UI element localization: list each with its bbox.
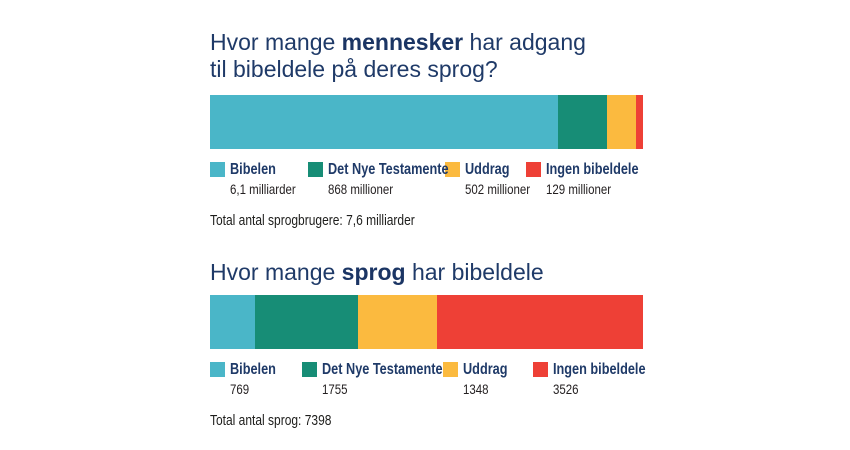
legend-label: Det Nye Testamente — [328, 160, 449, 178]
legend-value: 6,1 milliarder — [230, 181, 296, 197]
stacked-bar-languages — [210, 295, 643, 349]
legend-value: 502 millioner — [465, 181, 531, 197]
legend-item-bibelen: Bibelen 769 — [210, 361, 302, 397]
legend-value: 868 millioner — [328, 181, 394, 197]
legend-value: 129 millioner — [546, 181, 612, 197]
legend-value: 769 — [230, 381, 250, 397]
legend-label: Bibelen — [230, 360, 276, 378]
legend-item-uddrag: Uddrag 502 millioner — [445, 160, 531, 197]
legend-label: Bibelen — [230, 160, 276, 178]
chart-languages-title: Hvor mange sprog har bibeldele — [210, 259, 643, 286]
legend-swatch-bibelen — [210, 362, 225, 377]
legend-swatch-ingen-bibeldele — [533, 362, 548, 377]
title-text: Hvor mange — [210, 259, 342, 285]
bar-segment-uddrag — [357, 295, 437, 349]
bar-segment-bibelen — [210, 95, 558, 149]
title-bold-word: sprog — [341, 259, 406, 285]
legend-item-bibelen: Bibelen 6,1 milliarder — [210, 161, 308, 197]
bar-segment-bibelen — [210, 295, 256, 349]
legend-swatch-det-nye-testamente — [308, 162, 323, 177]
legend-value: 1348 — [463, 381, 489, 397]
title-line2: til bibeldele på deres sprog? — [210, 56, 498, 82]
legend-swatch-bibelen — [210, 162, 225, 177]
legend-value: 3526 — [553, 381, 579, 397]
legend-label: Uddrag — [465, 160, 510, 178]
legend-item-ingen-bibeldele: Ingen bibeldele 129 millioner — [526, 161, 659, 197]
legend-label: Det Nye Testamente — [322, 360, 443, 378]
bar-segment-ingen-bibeldele — [635, 95, 643, 149]
bar-segment-uddrag — [607, 95, 636, 149]
legend-languages: Bibelen 769 Det Nye Testamente 1755 Uddr… — [210, 361, 646, 397]
chart-people: Hvor mange mennesker har adgang til bibel… — [210, 29, 643, 229]
legend-item-det-nye-testamente: Det Nye Testamente 1755 — [302, 361, 443, 397]
total-languages-label: Total antal sprog: 7398 — [210, 412, 332, 429]
title-text: har adgang — [463, 29, 586, 55]
legend-label: Ingen bibeldele — [546, 160, 639, 178]
chart-languages: Hvor mange sprog har bibeldele Bibelen 7… — [210, 259, 646, 429]
legend-swatch-uddrag — [443, 362, 458, 377]
chart-people-title: Hvor mange mennesker har adgang til bibel… — [210, 29, 643, 83]
legend-item-ingen-bibeldele: Ingen bibeldele 3526 — [533, 361, 666, 397]
legend-swatch-det-nye-testamente — [302, 362, 317, 377]
legend-swatch-uddrag — [445, 162, 460, 177]
stacked-bar-people — [210, 95, 643, 149]
title-text: Hvor mange — [210, 29, 342, 55]
legend-value: 1755 — [322, 381, 348, 397]
legend-item-det-nye-testamente: Det Nye Testamente 868 millioner — [308, 161, 449, 197]
legend-label: Uddrag — [463, 360, 508, 378]
bar-segment-ingen-bibeldele — [436, 295, 643, 349]
bar-segment-det-nye-testamente — [557, 95, 608, 149]
title-bold-word: mennesker — [341, 29, 464, 55]
legend-label: Ingen bibeldele — [553, 360, 646, 378]
legend-people: Bibelen 6,1 milliarder Det Nye Testament… — [210, 161, 643, 197]
total-people-label: Total antal sprogbrugere: 7,6 milliarder — [210, 212, 415, 229]
title-text: har bibeldele — [405, 259, 544, 285]
legend-swatch-ingen-bibeldele — [526, 162, 541, 177]
legend-item-uddrag: Uddrag 1348 — [443, 361, 533, 397]
bar-segment-det-nye-testamente — [255, 295, 358, 349]
